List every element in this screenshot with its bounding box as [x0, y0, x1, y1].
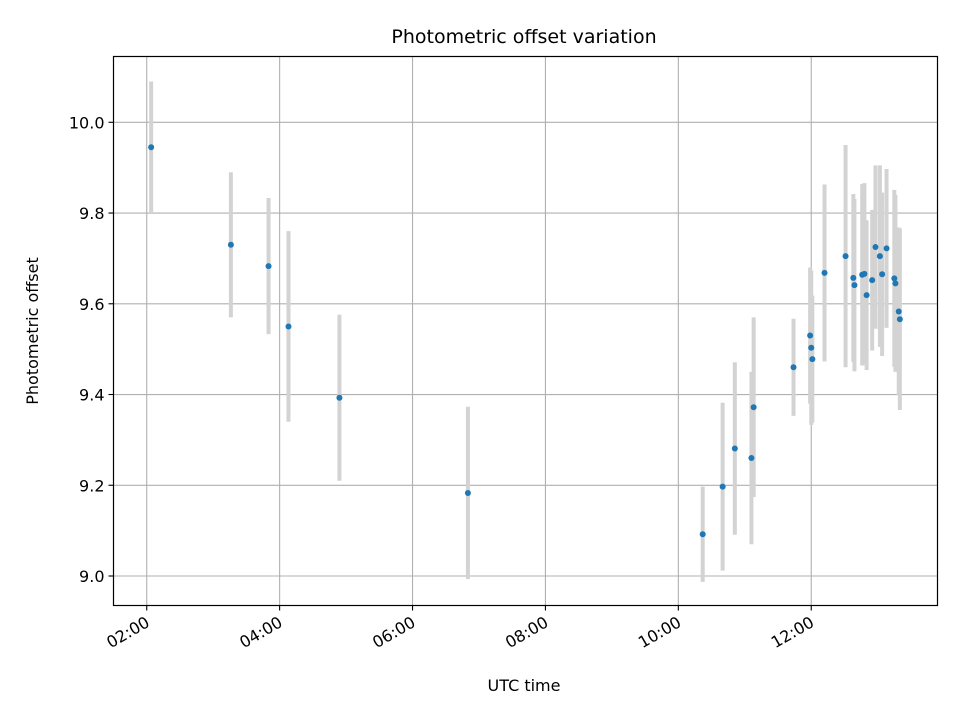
data-point	[807, 332, 814, 339]
y-axis-ticks: 9.0 9.2 9.4 9.6 9.8 10.0	[69, 113, 114, 586]
data-point	[896, 316, 903, 323]
data-point	[227, 241, 234, 248]
data-point	[861, 270, 868, 277]
data-point	[883, 245, 890, 252]
data-point	[821, 269, 828, 276]
data-point	[731, 445, 738, 452]
data-point	[891, 275, 898, 282]
x-axis-ticks: 02:00 04:00 06:00 08:00 10:00 12:00	[103, 605, 817, 653]
data-point	[879, 271, 886, 278]
data-point	[464, 489, 471, 496]
data-point	[869, 277, 876, 284]
data-point	[336, 394, 343, 401]
x-tick-label: 04:00	[236, 613, 285, 653]
y-tick-label: 9.8	[79, 204, 104, 223]
x-tick-label: 06:00	[369, 613, 418, 653]
data-point	[790, 364, 797, 371]
data-point	[842, 253, 849, 260]
y-tick-label: 9.2	[79, 476, 104, 495]
data-point	[850, 274, 857, 281]
data-point	[285, 323, 292, 330]
data-point	[809, 356, 816, 363]
data-point	[699, 531, 706, 538]
data-point	[872, 244, 879, 251]
data-points	[148, 144, 903, 538]
x-tick-label: 02:00	[103, 613, 152, 653]
data-point	[895, 308, 902, 315]
x-axis-label: UTC time	[488, 676, 561, 695]
data-point	[750, 404, 757, 411]
y-tick-label: 9.4	[79, 386, 104, 405]
x-tick-label: 12:00	[768, 613, 817, 653]
data-point	[148, 144, 155, 151]
x-tick-label: 08:00	[502, 613, 551, 653]
data-point	[719, 483, 726, 490]
data-point	[851, 282, 858, 289]
y-tick-label: 9.6	[79, 295, 104, 314]
y-tick-label: 9.0	[79, 567, 104, 586]
y-tick-label: 10.0	[69, 113, 105, 132]
chart-title: Photometric offset variation	[391, 26, 656, 48]
plot-frame	[112, 55, 939, 607]
data-point	[265, 263, 272, 270]
data-point	[808, 344, 815, 351]
x-tick-label: 10:00	[635, 613, 684, 653]
error-bars	[149, 81, 902, 582]
data-point	[892, 280, 899, 287]
data-point	[748, 455, 755, 462]
data-point	[876, 253, 883, 260]
data-point	[863, 292, 870, 299]
y-axis-label: Photometric offset	[23, 257, 42, 405]
